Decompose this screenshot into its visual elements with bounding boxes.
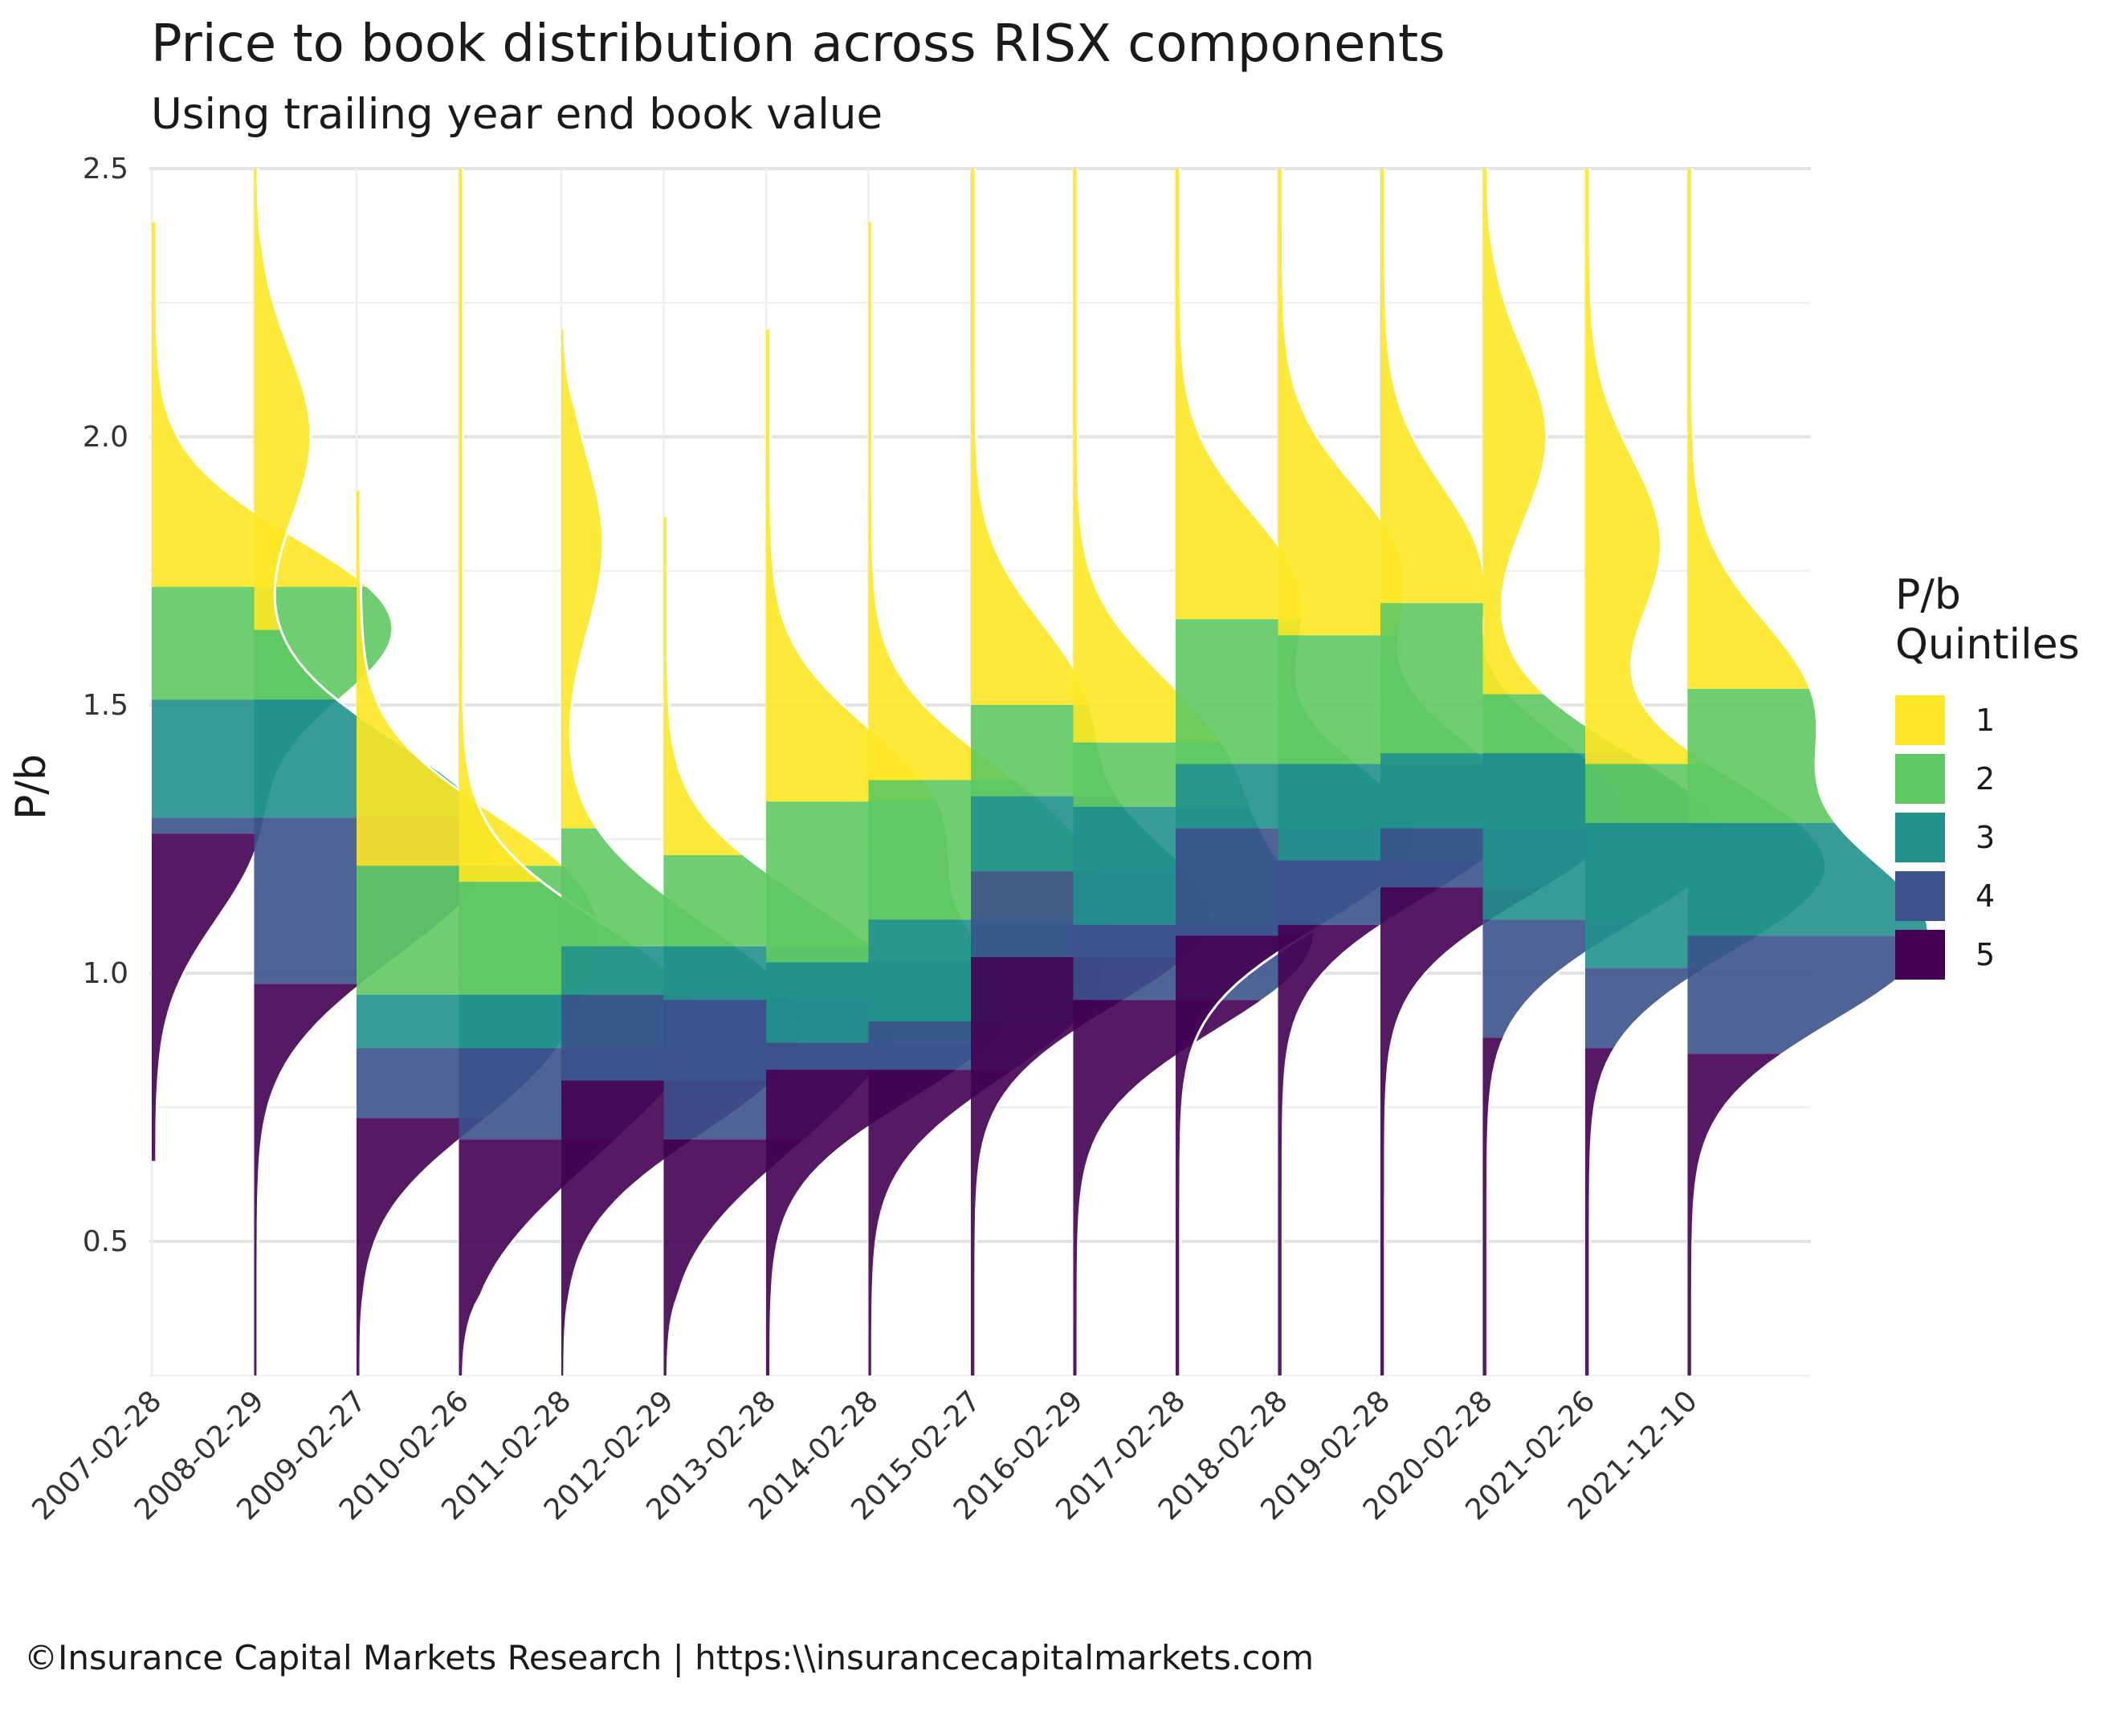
ridge-2014-02-28-quintile-5 [868,1070,1015,1375]
ridge-2020-02-28-quintile-4 [1482,919,1640,1038]
ridge-2021-12-10-quintile-4 [1687,935,1929,1054]
ridge-2016-02-29-quintile-5 [1073,1000,1263,1375]
ridge-2019-02-28-quintile-5 [1380,887,1545,1375]
legend-item-3: 3 [1895,808,2080,866]
legend-title-line1: P/b [1895,571,1961,619]
legend-item-1: 1 [1895,691,2080,749]
ridge-2018-02-28-quintile-5 [1278,924,1382,1375]
ridge-2013-02-28-quintile-1 [766,329,938,802]
ridge-2011-02-28-quintile-5 [561,1080,774,1375]
ridge-2021-02-26-quintile-4 [1585,968,1707,1049]
legend-label-4: 4 [1975,878,1996,914]
legend-title: P/b Quintiles [1895,570,2080,670]
legend-swatch-5 [1895,929,1945,980]
legend-label-5: 5 [1975,936,1996,972]
legend-item-5: 5 [1895,925,2080,984]
ridge-2007-02-28-outline [155,222,394,1161]
ridge-2017-02-28-quintile-5 [1176,935,1305,1375]
ridge-2021-02-26-quintile-5 [1585,1048,1615,1375]
ridge-2021-12-10-quintile-1 [1687,169,1811,689]
legend-label-3: 3 [1975,819,1996,855]
ridge-2020-02-28-quintile-5 [1482,1037,1504,1375]
ridge-2008-02-29-outline [256,168,496,1375]
ridge-2021-12-10-quintile-5 [1687,1053,1784,1375]
y-tick-label-4: 2.5 [83,153,128,185]
y-tick-label-2: 1.5 [83,689,128,722]
legend-swatch-3 [1895,812,1945,862]
legend: P/b Quintiles 1 2 3 4 5 [1895,570,2080,984]
ridge-2017-02-28-quintile-1 [1176,169,1303,620]
legend-swatch-2 [1895,753,1945,804]
y-tick-label-1: 1.0 [83,957,128,990]
ridge-2007-02-28-quintile-5 [152,833,261,1161]
ridge-2007-02-28-quintile-1 [152,222,369,587]
ridge-2010-02-26-quintile-5 [459,1139,617,1375]
ridge-2014-02-28-quintile-1 [868,222,1017,780]
x-axis-ticks: 2007-02-282008-02-292009-02-272010-02-26… [26,1384,1703,1526]
y-tick-label-0: 0.5 [83,1225,128,1258]
legend-item-4: 4 [1895,866,2080,925]
ridge-2010-02-26-quintile-1 [459,169,543,882]
legend-item-2: 2 [1895,749,2080,808]
ridge-2011-02-28-quintile-1 [561,329,603,829]
ridge-2015-02-27-quintile-1 [971,169,1091,705]
legend-swatch-1 [1895,695,1945,745]
ridge-2018-02-28-quintile-1 [1278,169,1405,636]
ridge-2020-02-28-quintile-1 [1482,169,1547,695]
ridge-2012-02-29-quintile-5 [663,1139,805,1375]
legend-title-line2: Quintiles [1895,621,2080,669]
ridge-2021-02-26-quintile-1 [1585,169,1710,764]
y-tick-label-3: 2.0 [83,421,128,454]
ridge-2008-02-29-quintile-5 [254,984,362,1375]
ridge-2021-12-10 [1687,169,1931,1375]
ridge-2019-02-28-quintile-1 [1380,169,1485,604]
ridge-2011-02-28-outline [563,329,804,1375]
legend-label-2: 2 [1975,760,1996,797]
ridge-2013-02-28-quintile-5 [766,1070,958,1375]
ridge-2021-12-10-outline [1690,169,1931,1375]
chart-title: Price to book distribution across RISX c… [151,14,1445,74]
ridge-2021-12-10-quintile-2 [1687,689,1837,823]
ridge-2009-02-27-quintile-1 [357,490,565,866]
ridge-2016-02-29-quintile-1 [1073,169,1222,743]
ridge-2015-02-27-quintile-5 [971,957,1188,1375]
ridge-2009-02-27-quintile-5 [357,1118,487,1375]
ridge-2012-02-29-quintile-1 [663,517,744,855]
ridge-2021-12-10-quintile-3 [1687,823,1929,936]
y-axis-title: P/b [7,754,55,820]
chart-subtitle: Using trailing year end book value [151,90,883,139]
y-axis-ticks: 0.5 1.0 1.5 2.0 2.5 [83,153,128,1258]
legend-swatch-4 [1895,870,1945,921]
legend-label-1: 1 [1975,702,1996,738]
ridges [152,168,1931,1376]
ridge-2007-02-28-quintile-4 [152,817,265,834]
caption: ©Insurance Capital Markets Research | ht… [24,1638,1315,1677]
